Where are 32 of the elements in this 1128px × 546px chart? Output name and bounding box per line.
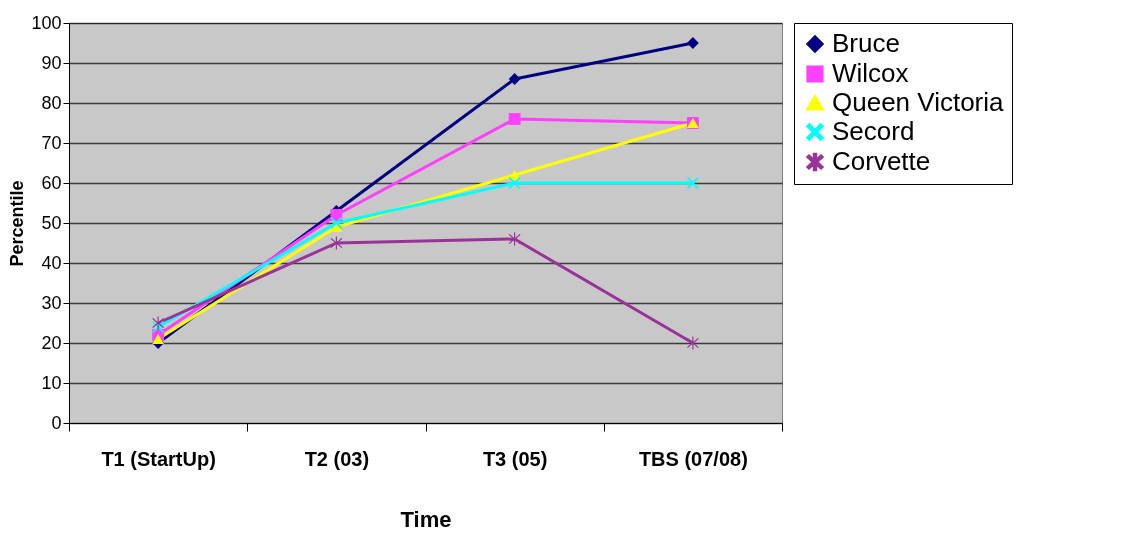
y-tick-label: 60	[41, 172, 62, 193]
point	[330, 209, 343, 221]
x-tick-label: T1 (StartUp)	[101, 447, 216, 470]
y-axis-title: Percentile	[7, 180, 28, 267]
x-tick-label: T2 (03)	[304, 447, 370, 470]
legend-label: Secord	[832, 116, 915, 146]
x-tick-label: TBS (07/08)	[638, 447, 748, 470]
point	[152, 333, 165, 345]
point	[508, 73, 521, 85]
y-tick-label: 80	[41, 92, 62, 113]
point	[508, 113, 521, 125]
y-tick-label: 20	[41, 332, 62, 353]
x-axis-title: Time	[400, 506, 452, 532]
legend-label: Bruce	[832, 28, 900, 58]
point	[686, 177, 699, 189]
point	[508, 232, 521, 246]
legend-label: Wilcox	[832, 58, 909, 88]
y-tick-label: 40	[41, 252, 62, 273]
point	[330, 236, 343, 250]
y-tick-label: 10	[41, 372, 62, 393]
y-tick-label: 90	[41, 52, 62, 73]
y-tick-label: 100	[31, 12, 62, 33]
legend-label: Queen Victoria	[832, 87, 1005, 117]
y-tick-label: 0	[51, 412, 62, 433]
x-tick-label: T3 (05)	[482, 447, 548, 470]
point	[152, 316, 165, 330]
y-tick-label: 50	[41, 212, 62, 233]
y-tick-label: 70	[41, 132, 62, 153]
point	[686, 336, 699, 350]
y-tick-label: 30	[41, 292, 62, 313]
point	[686, 37, 699, 49]
legend-label: Corvette	[832, 146, 931, 176]
